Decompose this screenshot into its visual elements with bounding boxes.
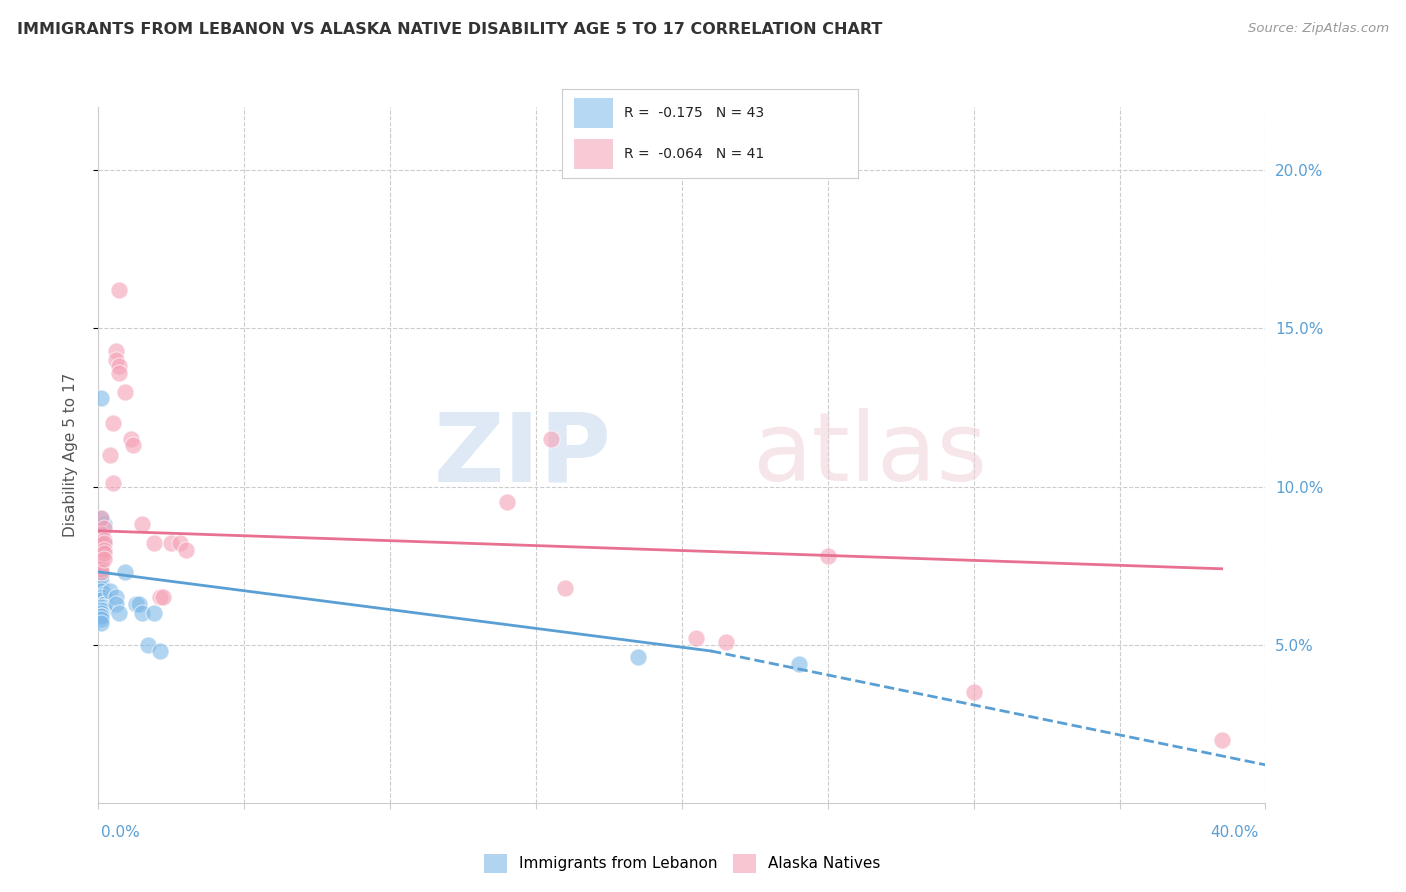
Point (131, 606, 153, 620)
Point (174, 542, 197, 557)
Point (98, 448, 121, 462)
Point (90, 609, 112, 624)
Text: 0.0%: 0.0% (101, 825, 141, 840)
Point (90, 391, 112, 405)
Point (93, 597, 115, 611)
Point (142, 606, 165, 620)
Point (93, 546, 115, 560)
Text: ZIP: ZIP (434, 409, 612, 501)
Point (540, 432, 562, 446)
Point (90, 574, 112, 589)
Text: R =  -0.175   N = 43: R = -0.175 N = 43 (624, 106, 765, 120)
Point (149, 591, 172, 605)
Point (93, 599, 115, 614)
Y-axis label: Disability Age 5 to 17: Disability Age 5 to 17 (63, 373, 77, 537)
Point (93, 542, 115, 557)
Point (108, 359, 131, 374)
Point (122, 438, 145, 452)
Point (90, 562, 112, 576)
Point (93, 597, 115, 611)
Point (98, 583, 121, 598)
Point (90, 549, 112, 563)
Point (817, 549, 839, 563)
Bar (574, 98, 613, 128)
Point (90, 593, 112, 607)
Point (714, 634, 737, 648)
Point (554, 581, 576, 595)
Text: R =  -0.064   N = 41: R = -0.064 N = 41 (624, 147, 765, 161)
Point (114, 384, 136, 399)
Point (128, 597, 150, 611)
Point (90, 583, 112, 598)
Point (90, 581, 112, 595)
Point (90, 591, 112, 605)
Point (101, 476, 124, 491)
Point (104, 597, 127, 611)
Point (962, 685, 984, 699)
Point (169, 536, 191, 550)
Point (90, 556, 112, 570)
Point (93, 552, 115, 566)
Point (90, 542, 112, 557)
Point (90, 511, 112, 525)
Point (93, 521, 115, 535)
Point (93, 517, 115, 532)
Point (104, 591, 127, 605)
Point (93, 587, 115, 601)
Point (108, 606, 131, 620)
Point (90, 615, 112, 630)
Point (131, 517, 153, 532)
Point (152, 591, 174, 605)
Point (90, 568, 112, 582)
Point (90, 562, 112, 576)
Point (90, 527, 112, 541)
Point (90, 609, 112, 624)
Point (90, 511, 112, 525)
Point (160, 536, 183, 550)
Text: Source: ZipAtlas.com: Source: ZipAtlas.com (1249, 22, 1389, 36)
Point (93, 591, 115, 605)
Point (142, 536, 165, 550)
Point (90, 599, 112, 614)
Text: atlas: atlas (752, 409, 987, 501)
Point (90, 527, 112, 541)
Point (104, 343, 127, 358)
Point (125, 597, 148, 611)
Point (90, 565, 112, 579)
Point (90, 565, 112, 579)
Point (136, 638, 159, 652)
Point (90, 536, 112, 550)
Point (90, 549, 112, 563)
Point (93, 536, 115, 550)
Point (93, 536, 115, 550)
Point (108, 366, 131, 380)
Point (495, 495, 517, 509)
Point (90, 558, 112, 573)
Point (149, 644, 172, 658)
Point (627, 650, 650, 665)
Point (90, 577, 112, 591)
Point (90, 603, 112, 617)
Point (90, 612, 112, 626)
Point (114, 565, 136, 579)
Point (685, 632, 707, 646)
Bar (574, 139, 613, 169)
Point (93, 603, 115, 617)
Point (1211, 732, 1233, 747)
Point (101, 417, 124, 431)
Point (90, 552, 112, 566)
Legend: Immigrants from Lebanon, Alaska Natives: Immigrants from Lebanon, Alaska Natives (478, 847, 886, 879)
Point (787, 657, 810, 671)
Point (90, 606, 112, 620)
Point (120, 432, 142, 446)
Point (93, 533, 115, 548)
Point (104, 353, 127, 368)
Text: IMMIGRANTS FROM LEBANON VS ALASKA NATIVE DISABILITY AGE 5 TO 17 CORRELATION CHAR: IMMIGRANTS FROM LEBANON VS ALASKA NATIVE… (17, 22, 882, 37)
Text: 40.0%: 40.0% (1211, 825, 1258, 840)
Point (90, 542, 112, 557)
Point (108, 284, 131, 298)
